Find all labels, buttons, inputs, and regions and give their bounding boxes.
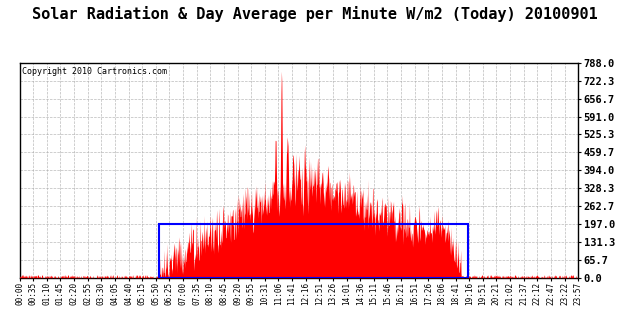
Text: Copyright 2010 Cartronics.com: Copyright 2010 Cartronics.com [22, 67, 168, 76]
Bar [159, 224, 468, 278]
Text: Solar Radiation & Day Average per Minute W/m2 (Today) 20100901: Solar Radiation & Day Average per Minute… [32, 6, 598, 22]
